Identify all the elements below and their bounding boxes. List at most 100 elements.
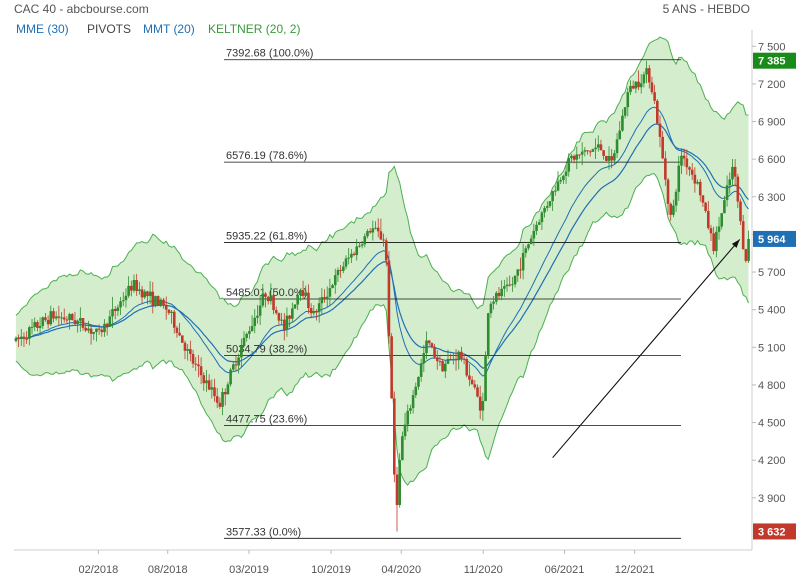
candle bbox=[178, 322, 181, 337]
candle-body bbox=[706, 210, 710, 229]
candle bbox=[605, 155, 608, 162]
candle bbox=[299, 290, 302, 301]
candle-body bbox=[409, 408, 412, 411]
candle-body bbox=[701, 195, 705, 203]
candle bbox=[521, 243, 525, 280]
candle-body bbox=[191, 353, 195, 364]
candle-body bbox=[105, 323, 109, 327]
candle-body bbox=[664, 158, 667, 180]
candle-body bbox=[631, 85, 635, 89]
candle bbox=[610, 149, 613, 169]
candle-body bbox=[725, 185, 729, 201]
candle-body bbox=[505, 284, 509, 287]
legend-item-mme[interactable]: MME (30) bbox=[16, 22, 69, 36]
candle-body bbox=[494, 292, 498, 302]
candle bbox=[680, 148, 683, 175]
mme-30-line bbox=[15, 123, 749, 369]
candle-body bbox=[221, 392, 224, 407]
pivot-label: 6576.19 (78.6%) bbox=[226, 150, 307, 162]
candle-body bbox=[492, 301, 495, 304]
candle bbox=[583, 147, 587, 157]
candle-body bbox=[661, 136, 664, 159]
candle bbox=[172, 309, 176, 334]
candle-body bbox=[425, 340, 428, 354]
candle bbox=[642, 71, 646, 88]
candle-body bbox=[567, 158, 571, 172]
candle-body bbox=[656, 100, 659, 124]
candle bbox=[623, 106, 627, 119]
candle-body bbox=[189, 349, 192, 354]
candle bbox=[350, 249, 353, 263]
candle-body bbox=[645, 68, 648, 75]
badge-label: 7 385 bbox=[758, 56, 786, 68]
candle-body bbox=[261, 293, 265, 306]
candle bbox=[248, 326, 251, 339]
candle bbox=[736, 173, 740, 209]
candle bbox=[398, 453, 401, 508]
moving-averages bbox=[15, 106, 749, 377]
x-axis: 02/2018 08/2018 03/2019 10/2019 04/2020 11/20… bbox=[14, 549, 752, 576]
candle-body bbox=[441, 361, 444, 372]
candle-body bbox=[449, 358, 452, 360]
candle-body bbox=[28, 327, 31, 339]
candle bbox=[460, 346, 463, 362]
candle-body bbox=[438, 361, 442, 363]
candle bbox=[441, 358, 444, 372]
candle bbox=[529, 235, 533, 245]
pivot-label: 3577.33 (0.0%) bbox=[226, 526, 301, 538]
candle-body bbox=[328, 288, 332, 297]
x-tick-label: 02/2018 bbox=[78, 564, 118, 576]
candle bbox=[256, 305, 259, 324]
candle-body bbox=[309, 308, 313, 314]
candle bbox=[309, 303, 313, 319]
candle-body bbox=[406, 410, 410, 425]
candle-body bbox=[457, 351, 461, 361]
candle bbox=[669, 202, 673, 221]
candle-body bbox=[350, 253, 353, 258]
candle bbox=[320, 288, 324, 315]
candle bbox=[438, 355, 442, 366]
candle bbox=[715, 226, 718, 258]
candle-body bbox=[607, 156, 611, 161]
candle-body bbox=[124, 295, 128, 301]
candle bbox=[720, 212, 724, 230]
candle bbox=[433, 343, 436, 359]
candle bbox=[347, 247, 350, 265]
candle-body bbox=[146, 291, 149, 297]
legend-item-keltner[interactable]: KELTNER (20, 2) bbox=[208, 22, 300, 36]
candle bbox=[580, 142, 584, 166]
legend-item-pivots[interactable]: PIVOTS bbox=[87, 22, 131, 36]
candle-body bbox=[299, 290, 302, 296]
candle bbox=[387, 251, 391, 345]
candle-body bbox=[363, 236, 367, 245]
candle-body bbox=[666, 179, 670, 204]
candle bbox=[358, 242, 361, 248]
candle bbox=[342, 261, 345, 274]
legend-item-mmt[interactable]: MMT (20) bbox=[143, 22, 195, 36]
candle-body bbox=[148, 291, 152, 297]
candle-body bbox=[17, 338, 20, 340]
candle-body bbox=[325, 296, 329, 300]
candle bbox=[731, 159, 734, 186]
candle-body bbox=[360, 244, 364, 246]
candle bbox=[132, 274, 136, 293]
candle bbox=[704, 201, 707, 213]
candle bbox=[379, 218, 383, 240]
candle-body bbox=[62, 317, 66, 320]
candle bbox=[360, 240, 364, 249]
candle-body bbox=[100, 329, 104, 333]
candle-body bbox=[181, 335, 184, 343]
candle-body bbox=[723, 200, 726, 214]
candle bbox=[656, 99, 659, 124]
candle-body bbox=[669, 203, 673, 215]
candle-body bbox=[197, 364, 200, 367]
candle bbox=[637, 70, 640, 91]
candle bbox=[57, 305, 61, 326]
candle bbox=[92, 331, 96, 341]
candle-body bbox=[473, 384, 477, 388]
candle bbox=[221, 387, 224, 416]
x-tick-label: 11/2020 bbox=[464, 564, 503, 576]
candle bbox=[591, 148, 595, 153]
candle bbox=[543, 205, 546, 218]
